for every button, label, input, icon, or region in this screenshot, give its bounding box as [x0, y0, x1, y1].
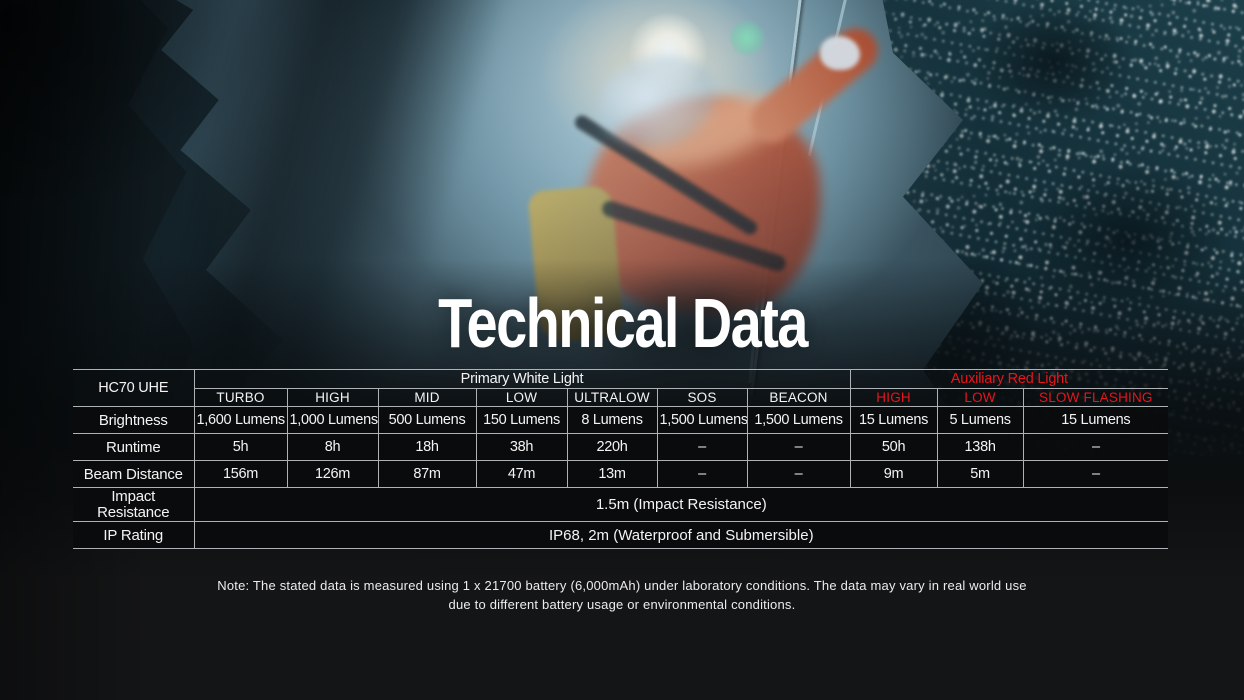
page-title-text: Technical Data: [437, 284, 808, 362]
table-cell: 13m: [567, 460, 658, 488]
brightness-row: Brightness 1,600 Lumens 1,000 Lumens 500…: [73, 406, 1169, 434]
col-header-high: HIGH: [287, 388, 379, 407]
table-cell: 220h: [567, 433, 658, 461]
table-cell: –: [747, 433, 851, 461]
col-header-turbo: TURBO: [194, 388, 288, 407]
table-cell: 18h: [378, 433, 477, 461]
runtime-row: Runtime 5h 8h 18h 38h 220h – – 50h 138h …: [73, 433, 1169, 461]
row-label-beam-distance: Beam Distance: [73, 460, 195, 488]
table-cell: 150 Lumens: [476, 406, 568, 434]
col-header-sos: SOS: [657, 388, 748, 407]
spec-table: HC70 UHE Primary White Light Auxiliary R…: [73, 369, 1169, 549]
row-label-runtime: Runtime: [73, 433, 195, 461]
table-cell: 15 Lumens: [850, 406, 938, 434]
col-header-low: LOW: [476, 388, 568, 407]
table-cell: –: [747, 460, 851, 488]
table-cell: 156m: [194, 460, 288, 488]
table-cell: 1,500 Lumens: [747, 406, 851, 434]
table-cell: 5 Lumens: [937, 406, 1024, 434]
table-cell: 50h: [850, 433, 938, 461]
ip-rating-value: IP68, 2m (Waterproof and Submersible): [194, 521, 1169, 549]
table-cell: –: [657, 460, 748, 488]
table-cell: 1,600 Lumens: [194, 406, 288, 434]
table-cell: 8 Lumens: [567, 406, 658, 434]
impact-resistance-value: 1.5m (Impact Resistance): [194, 487, 1169, 522]
table-cell: 9m: [850, 460, 938, 488]
table-cell: 8h: [287, 433, 379, 461]
row-label-ip-rating: IP Rating: [73, 521, 195, 549]
col-header-red-low: LOW: [937, 388, 1024, 407]
col-header-red-high: HIGH: [850, 388, 938, 407]
primary-white-light-header: Primary White Light: [194, 369, 851, 389]
model-name-cell: HC70 UHE: [73, 369, 195, 407]
table-cell: 38h: [476, 433, 568, 461]
group-header-row: HC70 UHE Primary White Light Auxiliary R…: [73, 369, 1169, 407]
col-header-mid: MID: [378, 388, 477, 407]
col-header-beacon: BEACON: [747, 388, 851, 407]
table-cell: 1,000 Lumens: [287, 406, 379, 434]
table-cell: –: [657, 433, 748, 461]
table-cell: 126m: [287, 460, 379, 488]
mode-header-row: TURBO HIGH MID LOW ULTRALOW SOS BEACON H…: [73, 388, 1169, 407]
table-cell: –: [1023, 433, 1169, 461]
table-cell: 47m: [476, 460, 568, 488]
table-cell: 138h: [937, 433, 1024, 461]
table-cell: 87m: [378, 460, 477, 488]
row-label-brightness: Brightness: [73, 406, 195, 434]
col-header-slow-flashing: SLOW FLASHING: [1023, 388, 1169, 407]
table-cell: 15 Lumens: [1023, 406, 1169, 434]
impact-resistance-row: Impact Resistance 1.5m (Impact Resistanc…: [73, 487, 1169, 522]
table-cell: 500 Lumens: [378, 406, 477, 434]
ip-rating-row: IP Rating IP68, 2m (Waterproof and Subme…: [73, 521, 1169, 549]
page-title: Technical Data: [0, 288, 1244, 358]
table-cell: 5h: [194, 433, 288, 461]
table-cell: –: [1023, 460, 1169, 488]
table-cell: 1,500 Lumens: [657, 406, 748, 434]
measurement-note: Note: The stated data is measured using …: [217, 578, 1027, 612]
beam-distance-row: Beam Distance 156m 126m 87m 47m 13m – – …: [73, 460, 1169, 488]
auxiliary-red-light-header: Auxiliary Red Light: [850, 369, 1169, 389]
col-header-ultralow: ULTRALOW: [567, 388, 658, 407]
table-cell: 5m: [937, 460, 1024, 488]
row-label-impact-resistance: Impact Resistance: [73, 487, 195, 522]
